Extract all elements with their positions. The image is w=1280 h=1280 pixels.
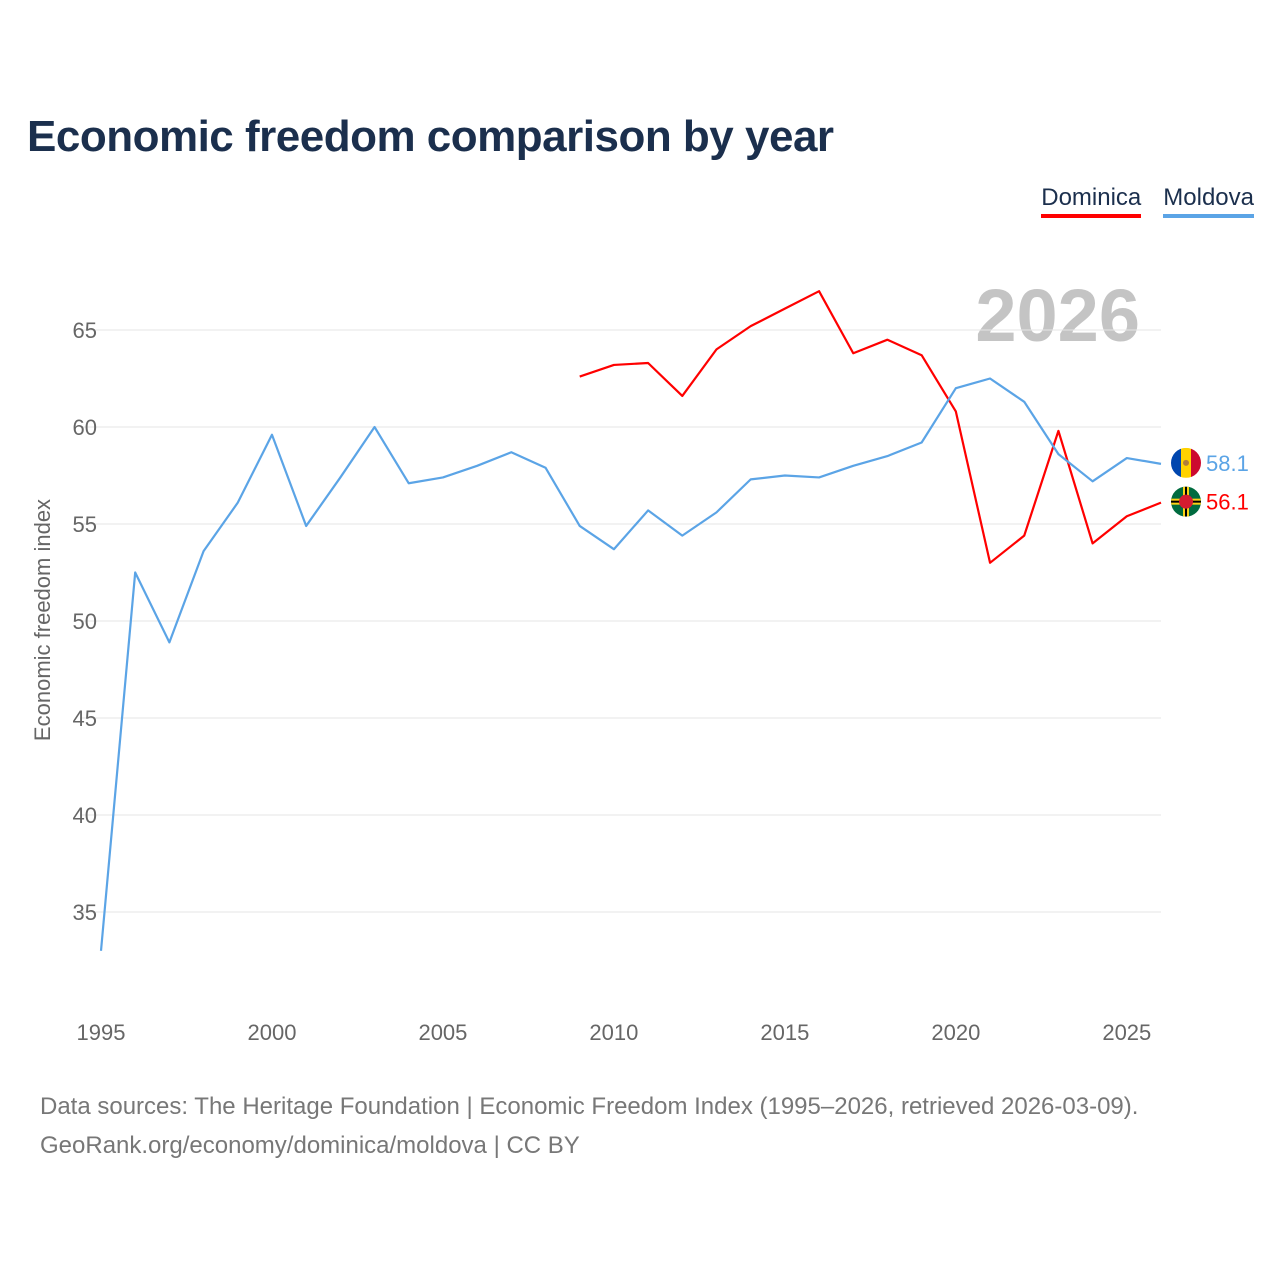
data-point-moldova: [679, 533, 685, 539]
source-note: Data sources: The Heritage Foundation | …: [40, 1093, 1139, 1120]
x-tick-label: 2025: [1102, 1020, 1151, 1045]
data-point-dominica: [577, 374, 583, 380]
y-tick-label: 35: [73, 900, 97, 925]
data-point-moldova: [337, 474, 343, 480]
legend-item-moldova[interactable]: Moldova: [1163, 184, 1254, 218]
data-point-moldova: [372, 424, 378, 430]
data-point-moldova: [1158, 461, 1164, 467]
data-point-dominica: [953, 408, 959, 414]
x-tick-label: 2015: [760, 1020, 809, 1045]
data-point-dominica: [713, 346, 719, 352]
data-point-moldova: [1021, 399, 1027, 405]
data-point-moldova: [543, 465, 549, 471]
y-tick-label: 60: [73, 415, 97, 440]
data-point-moldova: [782, 473, 788, 479]
flag-fill: [1171, 447, 1201, 478]
x-tick-label: 2010: [589, 1020, 638, 1045]
data-point-moldova: [987, 376, 993, 382]
data-point-dominica: [919, 352, 925, 358]
data-point-moldova: [611, 546, 617, 552]
flag-emblem: [1183, 459, 1189, 466]
data-point-dominica: [987, 560, 993, 566]
data-point-moldova: [713, 509, 719, 515]
data-point-moldova: [884, 453, 890, 459]
flag-dominica-icon: [1171, 486, 1201, 517]
chart-title: Economic freedom comparison by year: [27, 112, 834, 161]
data-point-moldova: [850, 463, 856, 469]
flag-moldova-icon: [1171, 447, 1201, 478]
data-point-moldova: [406, 480, 412, 486]
data-point-dominica: [1158, 500, 1164, 506]
data-point-moldova: [645, 507, 651, 513]
data-point-moldova: [1055, 451, 1061, 457]
data-point-moldova: [235, 500, 241, 506]
data-point-moldova: [508, 449, 514, 455]
y-tick-label: 55: [73, 512, 97, 537]
data-point-dominica: [1055, 428, 1061, 434]
data-point-moldova: [201, 548, 207, 554]
y-tick-label: 40: [73, 803, 97, 828]
data-point-dominica: [782, 306, 788, 312]
x-tick-label: 1995: [77, 1020, 126, 1045]
year-watermark: 2026: [975, 274, 1140, 357]
data-point-dominica: [1124, 513, 1130, 519]
data-point-dominica: [884, 337, 890, 343]
data-point-moldova: [1124, 455, 1130, 461]
data-point-moldova: [132, 570, 138, 576]
data-point-dominica: [611, 362, 617, 368]
footer: Data sources: The Heritage Foundation | …: [40, 1087, 1138, 1165]
y-tick-label: 50: [73, 609, 97, 634]
flag-fill: [1171, 486, 1201, 517]
y-tick-label: 45: [73, 706, 97, 731]
data-point-dominica: [1090, 540, 1096, 546]
x-tick-label: 2000: [247, 1020, 296, 1045]
data-point-moldova: [748, 476, 754, 482]
data-point-dominica: [816, 288, 822, 294]
data-point-moldova: [953, 385, 959, 391]
flag-stripe: [1171, 447, 1181, 478]
data-point-moldova: [1090, 478, 1096, 484]
data-point-moldova: [166, 639, 172, 645]
data-point-moldova: [440, 474, 446, 480]
end-value-label-dominica: 56.1: [1206, 490, 1249, 515]
legend-item-dominica[interactable]: Dominica: [1041, 184, 1142, 218]
series-line-moldova: [99, 377, 1162, 951]
data-point-moldova: [98, 948, 104, 954]
data-point-moldova: [474, 463, 480, 469]
data-point-dominica: [1021, 533, 1027, 539]
data-point-moldova: [269, 432, 275, 438]
x-tick-label: 2005: [418, 1020, 467, 1045]
source-link[interactable]: GeoRank.org/economy/dominica/moldova | C…: [40, 1132, 580, 1159]
legend: Dominica Moldova: [1041, 184, 1254, 218]
data-point-dominica: [645, 360, 651, 366]
data-point-dominica: [748, 323, 754, 329]
flag-disc: [1179, 494, 1193, 509]
flag-stripe: [1191, 447, 1201, 478]
end-value-label-moldova: 58.1: [1206, 451, 1249, 476]
data-point-moldova: [303, 523, 309, 529]
data-point-dominica: [679, 393, 685, 399]
x-tick-label: 2020: [931, 1020, 980, 1045]
data-point-moldova: [816, 474, 822, 480]
y-axis-label: Economic freedom index: [30, 499, 55, 741]
series-line-dominica: [579, 290, 1162, 564]
data-point-moldova: [577, 523, 583, 529]
data-point-moldova: [919, 440, 925, 446]
data-point-dominica: [850, 350, 856, 356]
y-tick-label: 65: [73, 318, 97, 343]
